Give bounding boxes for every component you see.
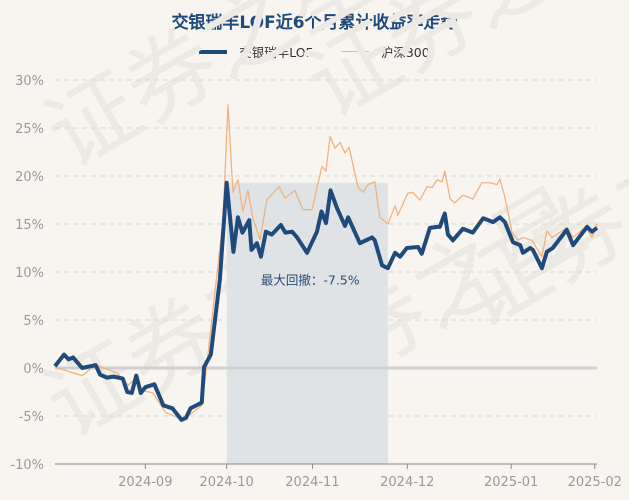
y-tick-label: 30% [15, 74, 44, 89]
legend-swatch-hs300 [340, 50, 369, 53]
y-tick-label: 0% [23, 362, 44, 377]
x-tick-label: 2025-01 [484, 475, 538, 490]
max-drawdown-area [226, 182, 388, 464]
chart-title: 交银瑞丰LOF近6个月累计收益率走势 [171, 13, 458, 33]
y-tick-label: 25% [15, 122, 44, 137]
y-tick-label: 20% [15, 170, 44, 185]
legend-label-hs300: 沪深300 [380, 45, 430, 60]
watermark-text: 证券之星 [289, 0, 629, 139]
y-tick-label: -10% [10, 458, 44, 473]
x-tick-label: 2024-12 [380, 475, 434, 490]
x-tick-label: 2024-11 [285, 475, 339, 490]
legend-item-fund[interactable]: 交银瑞丰LOF [199, 42, 313, 61]
y-tick-label: 15% [15, 218, 44, 233]
legend: 交银瑞丰LOF 沪深300 [0, 42, 629, 61]
x-tick-label: 2024-09 [118, 475, 172, 490]
series-line-fund [53, 180, 599, 422]
y-tick-label: -5% [19, 410, 44, 425]
y-tick-label: 5% [23, 314, 44, 329]
y-tick-label: 10% [15, 266, 44, 281]
x-tick-label: 2024-10 [199, 475, 253, 490]
x-tick-label: 2025-02 [568, 475, 622, 490]
legend-label-fund: 交银瑞丰LOF [239, 45, 313, 60]
legend-swatch-fund [199, 49, 228, 54]
legend-item-hs300[interactable]: 沪深300 [340, 42, 430, 61]
max-drawdown-label: 最大回撤：-7.5% [261, 273, 360, 288]
